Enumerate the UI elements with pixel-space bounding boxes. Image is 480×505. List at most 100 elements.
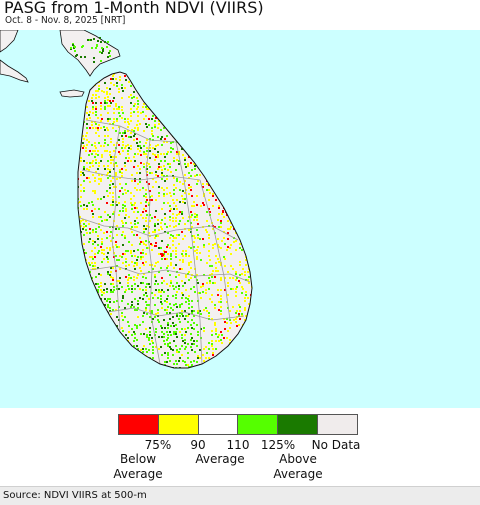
anomaly-pixel: [196, 136, 198, 138]
anomaly-pixel: [239, 147, 241, 149]
anomaly-pixel: [196, 108, 198, 110]
anomaly-pixel: [245, 99, 247, 101]
anomaly-pixel: [151, 292, 153, 294]
anomaly-pixel: [122, 90, 124, 92]
anomaly-pixel: [253, 243, 255, 245]
anomaly-pixel: [143, 130, 145, 132]
anomaly-pixel: [80, 99, 82, 101]
anomaly-pixel: [179, 135, 181, 137]
anomaly-pixel: [242, 117, 244, 119]
anomaly-pixel: [206, 142, 208, 144]
anomaly-pixel: [83, 174, 85, 176]
anomaly-pixel: [95, 363, 97, 365]
anomaly-pixel: [106, 91, 108, 93]
anomaly-pixel: [191, 364, 193, 366]
anomaly-pixel: [169, 205, 171, 207]
anomaly-pixel: [175, 135, 177, 137]
anomaly-pixel: [148, 163, 150, 165]
anomaly-pixel: [206, 211, 208, 213]
anomaly-pixel: [86, 309, 88, 311]
anomaly-pixel: [79, 286, 81, 288]
anomaly-pixel: [95, 153, 97, 155]
anomaly-pixel: [91, 346, 93, 348]
anomaly-pixel: [157, 72, 159, 74]
anomaly-pixel: [190, 261, 192, 263]
anomaly-pixel: [70, 47, 72, 49]
anomaly-pixel: [116, 334, 118, 336]
anomaly-pixel: [109, 310, 111, 312]
anomaly-pixel: [185, 276, 187, 278]
anomaly-pixel: [151, 127, 153, 129]
anomaly-pixel: [178, 84, 180, 86]
anomaly-pixel: [161, 289, 163, 291]
anomaly-pixel: [104, 325, 106, 327]
anomaly-pixel: [214, 126, 216, 128]
anomaly-pixel: [145, 240, 147, 242]
anomaly-pixel: [98, 216, 100, 218]
anomaly-pixel: [107, 112, 109, 114]
anomaly-pixel: [227, 208, 229, 210]
anomaly-pixel: [110, 324, 112, 326]
anomaly-pixel: [98, 174, 100, 176]
anomaly-pixel: [118, 112, 120, 114]
anomaly-pixel: [245, 172, 247, 174]
anomaly-pixel: [169, 99, 171, 101]
anomaly-pixel: [185, 331, 187, 333]
anomaly-pixel: [154, 265, 156, 267]
anomaly-pixel: [92, 108, 94, 110]
anomaly-pixel: [83, 208, 85, 210]
anomaly-pixel: [115, 241, 117, 243]
anomaly-pixel: [193, 88, 195, 90]
anomaly-pixel: [109, 184, 111, 186]
anomaly-pixel: [112, 237, 114, 239]
anomaly-pixel: [80, 190, 82, 192]
anomaly-pixel: [206, 220, 208, 222]
anomaly-pixel: [85, 354, 87, 356]
anomaly-pixel: [79, 351, 81, 353]
anomaly-pixel: [152, 115, 154, 117]
anomaly-pixel: [223, 231, 225, 233]
anomaly-pixel: [151, 340, 153, 342]
anomaly-pixel: [217, 180, 219, 182]
anomaly-pixel: [140, 252, 142, 254]
anomaly-pixel: [193, 241, 195, 243]
anomaly-pixel: [202, 283, 204, 285]
anomaly-pixel: [145, 348, 147, 350]
anomaly-pixel: [181, 213, 183, 215]
anomaly-pixel: [212, 244, 214, 246]
anomaly-pixel: [208, 199, 210, 201]
anomaly-pixel: [239, 193, 241, 195]
anomaly-pixel: [218, 156, 220, 158]
anomaly-pixel: [143, 264, 145, 266]
anomaly-pixel: [125, 192, 127, 194]
anomaly-pixel: [206, 154, 208, 156]
anomaly-pixel: [176, 349, 178, 351]
anomaly-pixel: [100, 114, 102, 116]
anomaly-pixel: [211, 318, 213, 320]
anomaly-pixel: [181, 303, 183, 305]
anomaly-pixel: [245, 222, 247, 224]
anomaly-pixel: [194, 76, 196, 78]
anomaly-pixel: [212, 79, 214, 81]
anomaly-pixel: [85, 306, 87, 308]
anomaly-pixel: [182, 93, 184, 95]
anomaly-pixel: [172, 316, 174, 318]
anomaly-pixel: [125, 214, 127, 216]
anomaly-pixel: [172, 130, 174, 132]
anomaly-pixel: [251, 112, 252, 114]
anomaly-pixel: [86, 177, 88, 179]
anomaly-pixel: [140, 349, 142, 351]
anomaly-pixel: [128, 241, 130, 243]
anomaly-pixel: [140, 270, 142, 272]
anomaly-pixel: [203, 360, 205, 362]
anomaly-pixel: [95, 276, 97, 278]
anomaly-pixel: [230, 265, 232, 267]
anomaly-pixel: [101, 156, 103, 158]
anomaly-pixel: [161, 303, 163, 305]
anomaly-pixel: [157, 111, 159, 113]
anomaly-pixel: [151, 88, 153, 90]
anomaly-pixel: [92, 369, 94, 371]
anomaly-pixel: [88, 370, 90, 372]
anomaly-pixel: [92, 303, 94, 305]
anomaly-pixel: [250, 358, 252, 360]
